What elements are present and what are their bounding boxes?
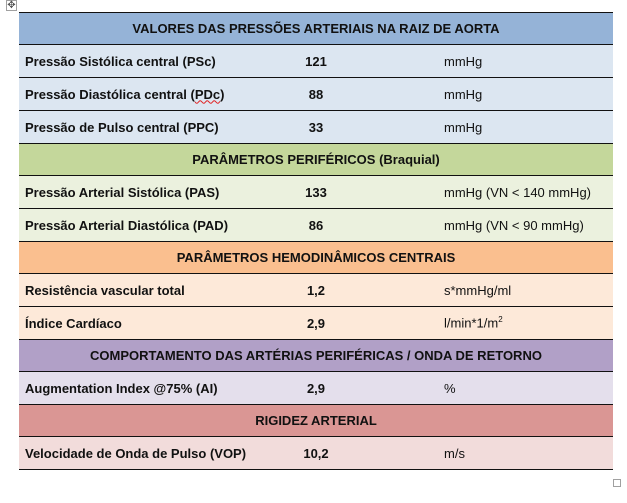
row-unit: mmHg (VN < 140 mmHg) (415, 175, 613, 209)
row-value: 10,2 (217, 436, 415, 470)
row-label: Pressão Arterial Diastólica (PAD) (19, 208, 228, 242)
table-row: Pressão Arterial Diastólica (PAD) 86 mmH… (19, 208, 613, 242)
row-label: Pressão Arterial Sistólica (PAS) (19, 175, 219, 209)
row-value: 86 (217, 208, 415, 242)
row-value: 88 (217, 77, 415, 111)
row-unit: mmHg (415, 77, 613, 111)
section-header-aortic-pressures: VALORES DAS PRESSÕES ARTERIAIS NA RAIZ D… (19, 12, 613, 45)
section-header-arterial-stiffness: RIGIDEZ ARTERIAL (19, 404, 613, 437)
row-label: Resistência vascular total (19, 273, 217, 307)
row-value: 133 (217, 175, 415, 209)
row-label: Pressão de Pulso central (PPC) (19, 110, 219, 144)
table-row: Pressão Diastólica central (PDc) 88 mmHg (19, 77, 613, 111)
section-title: VALORES DAS PRESSÕES ARTERIAIS NA RAIZ D… (19, 12, 613, 45)
row-unit: m/s (415, 436, 613, 470)
section-title: PARÂMETROS PERIFÉRICOS (Braquial) (19, 143, 613, 176)
label-text: Pressão Diastólica central ( (25, 86, 195, 102)
section-header-peripheral-arteries: COMPORTAMENTO DAS ARTÉRIAS PERIFÉRICAS /… (19, 339, 613, 372)
row-unit: % (415, 371, 613, 405)
table-resize-handle[interactable] (613, 479, 621, 487)
row-value: 121 (217, 44, 415, 78)
row-value: 2,9 (217, 371, 415, 405)
row-unit: mmHg (VN < 90 mmHg) (415, 208, 613, 242)
row-label: Pressão Diastólica central (PDc) (19, 77, 224, 111)
row-label: Pressão Sistólica central (PSc) (19, 44, 217, 78)
row-value: 1,2 (217, 273, 415, 307)
row-label: Índice Cardíaco (19, 306, 217, 340)
section-title: PARÂMETROS HEMODINÂMICOS CENTRAIS (19, 241, 613, 274)
row-unit: mmHg (415, 110, 613, 144)
section-title: RIGIDEZ ARTERIAL (19, 404, 613, 437)
table-row: Pressão Arterial Sistólica (PAS) 133 mmH… (19, 175, 613, 209)
table-row: Pressão Sistólica central (PSc) 121 mmHg (19, 44, 613, 78)
row-value: 33 (217, 110, 415, 144)
table-row: Índice Cardíaco 2,9 l/min*1/m2 (19, 306, 613, 340)
unit-base: l/min*1/m (444, 315, 499, 331)
row-unit: s*mmHg/ml (415, 273, 613, 307)
table-row: Augmentation Index @75% (AI) 2,9 % (19, 371, 613, 405)
hemodynamic-results-table: VALORES DAS PRESSÕES ARTERIAIS NA RAIZ D… (19, 12, 613, 470)
row-unit: l/min*1/m2 (415, 306, 613, 340)
table-row: Velocidade de Onda de Pulso (VOP) 10,2 m… (19, 436, 613, 470)
row-label: Augmentation Index @75% (AI) (19, 371, 218, 405)
spellcheck-flagged-word[interactable]: PDc (194, 86, 221, 102)
row-value: 2,9 (217, 306, 415, 340)
section-header-hemodynamic: PARÂMETROS HEMODINÂMICOS CENTRAIS (19, 241, 613, 274)
row-label: Velocidade de Onda de Pulso (VOP) (19, 436, 246, 470)
section-header-peripheral: PARÂMETROS PERIFÉRICOS (Braquial) (19, 143, 613, 176)
row-unit: mmHg (415, 44, 613, 78)
table-row: Resistência vascular total 1,2 s*mmHg/ml (19, 273, 613, 307)
table-row: Pressão de Pulso central (PPC) 33 mmHg (19, 110, 613, 144)
unit-superscript: 2 (498, 315, 503, 325)
section-title: COMPORTAMENTO DAS ARTÉRIAS PERIFÉRICAS /… (19, 339, 613, 372)
table-move-handle-icon[interactable]: ✥ (6, 0, 17, 11)
label-text: ) (220, 86, 225, 102)
